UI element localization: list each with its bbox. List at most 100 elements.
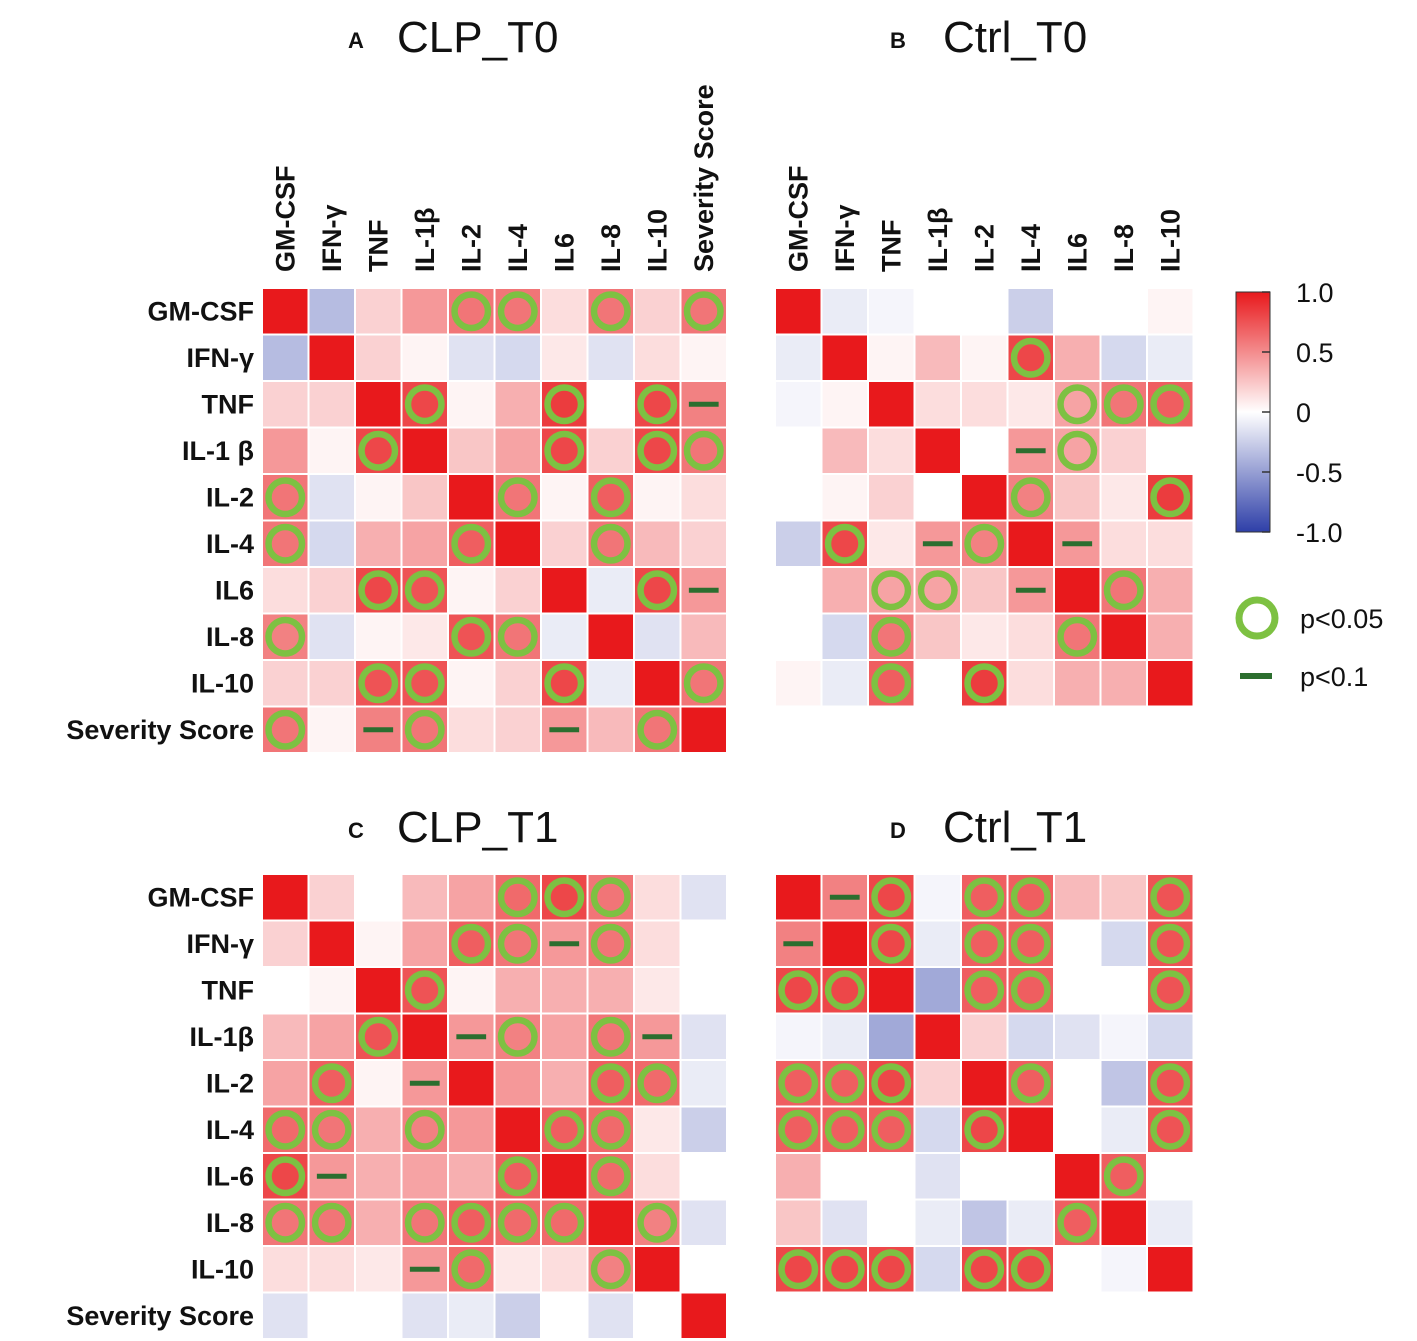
heatmap-cell bbox=[356, 1061, 401, 1106]
heatmap-cell bbox=[869, 289, 914, 334]
significance-circle bbox=[683, 663, 724, 704]
significance-circle bbox=[590, 291, 631, 332]
heatmap-cell bbox=[1055, 921, 1100, 966]
column-label: IL6 bbox=[549, 233, 579, 272]
heatmap-cell bbox=[309, 968, 354, 1013]
significance-circle bbox=[544, 1109, 585, 1150]
heatmap-cell bbox=[402, 1014, 447, 1059]
significance-circle bbox=[1010, 337, 1051, 378]
significance-circle bbox=[544, 384, 585, 425]
heatmap-cell bbox=[263, 289, 308, 334]
heatmap-panel-c: GM-CSF IFN-γ TNF IL-1β IL-2 IL-4 IL-6 IL-8 IL-10… bbox=[66, 875, 726, 1338]
significance-circle bbox=[1010, 1249, 1051, 1290]
heatmap-cell bbox=[776, 382, 821, 427]
row-label: IFN-γ bbox=[187, 343, 255, 373]
significance-circle bbox=[497, 616, 538, 657]
heatmap-cell bbox=[495, 1061, 540, 1106]
heatmap-cell bbox=[449, 707, 494, 752]
column-label: GM-CSF bbox=[783, 166, 813, 272]
significance-circle bbox=[1010, 477, 1051, 518]
heatmap-cell bbox=[263, 428, 308, 473]
heatmap-cell bbox=[1148, 1247, 1193, 1292]
heatmap-cell bbox=[915, 1061, 960, 1106]
heatmap-cell bbox=[822, 614, 867, 659]
heatmap-cell bbox=[263, 382, 308, 427]
heatmap-cell bbox=[962, 335, 1007, 380]
significance-circle bbox=[358, 663, 399, 704]
heatmap-cell bbox=[776, 875, 821, 920]
heatmap-cell bbox=[681, 1014, 726, 1059]
heatmap-cell bbox=[962, 1014, 1007, 1059]
heatmap-cell bbox=[681, 1061, 726, 1106]
significance-circle bbox=[824, 1063, 865, 1104]
heatmap-cell bbox=[776, 661, 821, 706]
heatmap-cell bbox=[1148, 1154, 1193, 1199]
heatmap-cell bbox=[495, 382, 540, 427]
significance-circle bbox=[778, 1063, 819, 1104]
heatmap-panel-b: GM-CSF IFN-γ TNF IL-1β IL-2 IL-4 IL6 IL-8 IL-10 bbox=[776, 166, 1193, 706]
significance-circle bbox=[358, 430, 399, 471]
heatmap-cell bbox=[1101, 335, 1146, 380]
heatmap-cell bbox=[356, 614, 401, 659]
heatmap-cell bbox=[635, 968, 680, 1013]
significance-circle bbox=[1150, 970, 1191, 1011]
heatmap-cell bbox=[356, 382, 401, 427]
significance-circle bbox=[544, 877, 585, 918]
heatmap-cell bbox=[915, 475, 960, 520]
significance-circle bbox=[683, 291, 724, 332]
heatmap-cell bbox=[356, 875, 401, 920]
significance-circle bbox=[590, 923, 631, 964]
heatmap-cell bbox=[776, 521, 821, 566]
heatmap-cell bbox=[588, 382, 633, 427]
heatmap-cell bbox=[822, 1154, 867, 1199]
significance-circle bbox=[871, 923, 912, 964]
column-label: TNF bbox=[363, 220, 393, 272]
column-label: IL-2 bbox=[456, 224, 486, 272]
row-label: IL-2 bbox=[206, 482, 254, 512]
heatmap-cell bbox=[869, 1014, 914, 1059]
significance-circle bbox=[404, 709, 445, 750]
heatmap-cell bbox=[542, 614, 587, 659]
heatmap-cell bbox=[915, 875, 960, 920]
heatmap-cell bbox=[869, 428, 914, 473]
heatmap-cell bbox=[542, 968, 587, 1013]
heatmap-cell bbox=[402, 475, 447, 520]
heatmap-cell bbox=[449, 968, 494, 1013]
significance-circle bbox=[1103, 1156, 1144, 1197]
heatmap-cell bbox=[635, 661, 680, 706]
heatmap-cell bbox=[263, 968, 308, 1013]
heatmap-cell bbox=[402, 1293, 447, 1338]
significance-circle bbox=[590, 877, 631, 918]
heatmap-cell bbox=[588, 568, 633, 613]
heatmap-cell bbox=[495, 1247, 540, 1292]
heatmap-cell bbox=[1055, 1247, 1100, 1292]
significance-circle bbox=[311, 1063, 352, 1104]
heatmap-cell bbox=[962, 614, 1007, 659]
significance-circle bbox=[544, 663, 585, 704]
heatmap-cell bbox=[962, 289, 1007, 334]
heatmap-cell bbox=[1055, 1107, 1100, 1152]
column-label: Severity Score bbox=[689, 84, 719, 272]
heatmap-cell bbox=[402, 428, 447, 473]
heatmap-cell bbox=[962, 1061, 1007, 1106]
heatmap-cell bbox=[449, 568, 494, 613]
heatmap-cell bbox=[402, 875, 447, 920]
heatmap-cell bbox=[1148, 1014, 1193, 1059]
heatmap-cell bbox=[356, 475, 401, 520]
heatmap-cell bbox=[1148, 289, 1193, 334]
heatmap-cell bbox=[869, 475, 914, 520]
heatmap-cell bbox=[449, 1293, 494, 1338]
heatmap-cell bbox=[822, 428, 867, 473]
heatmap-cell bbox=[635, 1293, 680, 1338]
heatmap-cell bbox=[681, 1293, 726, 1338]
heatmap-cell bbox=[776, 1154, 821, 1199]
heatmap-cell bbox=[681, 968, 726, 1013]
heatmap-cell bbox=[915, 382, 960, 427]
column-label: IL-4 bbox=[503, 224, 533, 272]
significance-circle bbox=[1057, 430, 1098, 471]
heatmap-cell bbox=[962, 428, 1007, 473]
heatmap-cell bbox=[542, 335, 587, 380]
heatmap-cell bbox=[263, 875, 308, 920]
heatmap-cell bbox=[309, 1247, 354, 1292]
significance-circle bbox=[404, 970, 445, 1011]
